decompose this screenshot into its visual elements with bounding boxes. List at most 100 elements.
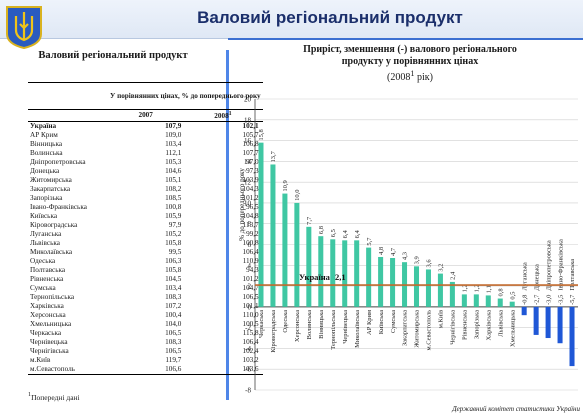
chart-title-line1: Приріст, зменшення (-) валового регіонал… (303, 44, 517, 55)
value-2008-cell: 104,3 (242, 185, 259, 194)
data-label: 3,2 (438, 263, 445, 271)
region-cell: Кіровоградська (30, 221, 78, 230)
category-label: Львівська (497, 310, 504, 337)
data-label: 3,6 (426, 259, 433, 268)
footnote-text: Попередні дані (31, 392, 80, 402)
data-label: 2,4 (450, 271, 457, 280)
data-label: 6,4 (354, 229, 361, 238)
table-header-blank (28, 109, 108, 122)
data-label: 4,3 (402, 252, 409, 260)
value-2007-cell: 97,9 (168, 221, 182, 230)
data-label: -0,8 (521, 295, 528, 305)
value-2007-cell: 107,2 (165, 302, 182, 311)
category-label: Миколаївська (354, 310, 361, 348)
bar-Кіровоградська (270, 164, 276, 307)
table-row: Миколаївська 99,5 106,4 (28, 248, 263, 257)
value-2008-cell: 106,4 (242, 338, 259, 347)
footnote-mark: 1 (28, 391, 32, 398)
bar-Запорізька (473, 294, 479, 307)
region-cell: Сумська (30, 284, 56, 293)
chart-title-line2: продукту у порівнянних цінах (341, 56, 479, 67)
bar-Львівська (497, 298, 503, 307)
table-row: Кіровоградська 97,9 113,7 (28, 221, 263, 230)
value-2008-cell: 97,0 (246, 158, 259, 167)
section-divider (226, 50, 229, 400)
region-cell: Одеська (30, 257, 56, 266)
header-2008-footnote-mark: 1 (228, 111, 232, 117)
bar-Полтавська (569, 306, 575, 367)
table-row: м.Севастополь 106,6 103,6 (28, 364, 263, 375)
value-2007-cell: 104,5 (165, 275, 182, 284)
source-note: Державний комітет статистики України (452, 405, 580, 413)
value-2007-cell: 109,0 (165, 131, 182, 140)
bar-Чернігівська (449, 281, 455, 307)
data-label: 6,4 (342, 229, 349, 238)
bar-Дніпропетровська (545, 306, 551, 339)
value-2008-cell: 101,1 (242, 302, 259, 311)
value-2008-cell: 103,2 (242, 356, 259, 365)
table-title: Валовий регіональний продукт (38, 50, 188, 61)
value-2008-cell: 94,3 (246, 266, 259, 275)
region-cell: Волинська (30, 149, 63, 158)
data-label: 10,0 (294, 190, 301, 201)
category-label: Київська (378, 310, 385, 335)
table-row: Рівненська 104,5 101,2 (28, 275, 263, 284)
category-label: Житомирська (414, 310, 421, 348)
category-label: Сумська (390, 310, 397, 333)
region-cell: Київська (30, 212, 58, 221)
region-cell: Запорізька (30, 194, 63, 203)
value-2008-cell: 103,9 (242, 176, 259, 185)
table-body: Україна 107,9 102,1 АР Крим 109,0 105,7 Вінниц… (28, 121, 263, 375)
value-2007-cell: 105,8 (165, 239, 182, 248)
page-header: Валовий регіональний продукт (0, 0, 583, 50)
region-cell: Чернівецька (30, 338, 68, 347)
value-2008-cell: 115,8 (242, 329, 259, 338)
region-cell: Луганська (30, 230, 62, 239)
bar-Житомирська (413, 266, 420, 307)
value-2008-cell: 106,5 (242, 293, 259, 302)
value-2008-cell: 106,8 (242, 140, 259, 149)
category-label: Запорізька (474, 310, 481, 339)
category-label: Полтавська (569, 259, 576, 291)
region-cell: Дніпропетровська (30, 158, 86, 167)
grp-table: У порівнянних цінах, % до попереднього р… (28, 82, 263, 375)
value-2007-cell: 104,6 (165, 167, 182, 176)
value-2007-cell: 108,2 (165, 185, 182, 194)
value-2007-cell: 103,4 (165, 284, 182, 293)
category-label: АР Крим (366, 310, 373, 335)
table-row: Сумська 103,4 104,7 (28, 284, 263, 293)
table-row: Тернопільська 108,3 106,5 (28, 293, 263, 302)
category-label: Волинська (306, 310, 313, 340)
table-row: Херсонська 100,4 110,0 (28, 311, 263, 320)
table-row: Запорізька 108,5 101,2 (28, 194, 263, 203)
value-2008-cell: 102,4 (242, 347, 259, 356)
table-header-2008: 20081 (185, 109, 263, 122)
value-2007-cell: 112,1 (165, 149, 182, 158)
category-label: Чернівецька (342, 310, 349, 344)
bar-м.Севастополь (425, 269, 431, 307)
data-label: -5,7 (569, 294, 576, 305)
reference-line-label: Україна (299, 272, 331, 282)
region-cell: Житомирська (30, 176, 72, 185)
data-label: 6,8 (318, 226, 325, 234)
region-cell: Тернопільська (30, 293, 75, 302)
category-label: Донецька (533, 264, 540, 291)
data-label: 0,8 (497, 288, 504, 296)
value-2008-cell: 96,5 (246, 203, 259, 212)
region-cell: Черкаська (30, 329, 62, 338)
category-label: Вінницька (318, 310, 325, 339)
value-2007-cell: 100,8 (165, 203, 182, 212)
value-2007-cell: 104,0 (165, 320, 182, 329)
page-title: Валовий регіональний продукт (197, 8, 463, 27)
value-2008-cell: 102,1 (242, 122, 259, 131)
region-cell: Полтавська (30, 266, 66, 275)
table-row: Черкаська 106,5 115,8 (28, 329, 263, 338)
value-2007-cell: 119,7 (165, 356, 182, 365)
data-label: -2,7 (533, 294, 540, 305)
data-label: 10,9 (282, 180, 289, 191)
bar-Донецька (533, 306, 539, 335)
data-label: 4,8 (378, 247, 385, 255)
data-label: 7,7 (306, 216, 313, 225)
y-tick-label: -8 (245, 387, 251, 395)
region-cell: Закарпатська (30, 185, 71, 194)
